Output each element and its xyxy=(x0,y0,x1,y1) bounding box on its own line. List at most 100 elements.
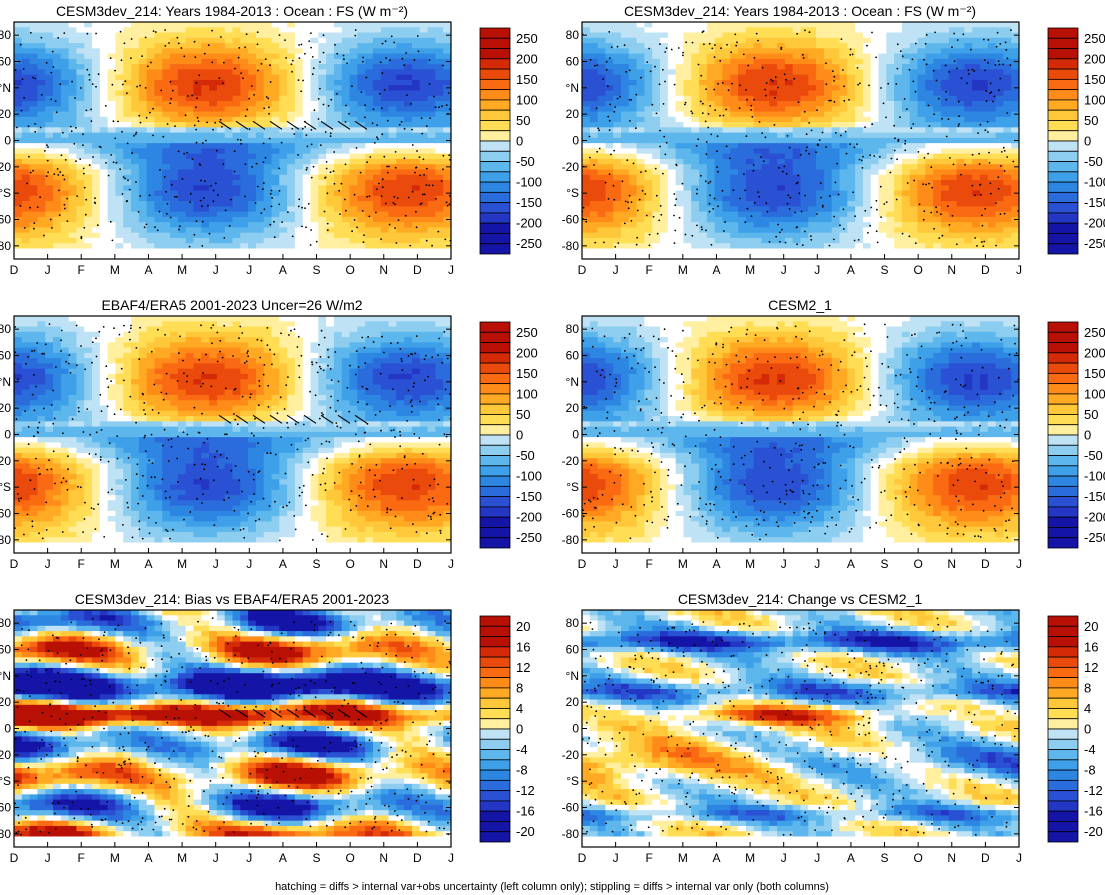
field-cell xyxy=(761,185,770,192)
field-cell xyxy=(349,27,358,34)
field-cell xyxy=(660,237,669,244)
field-cell xyxy=(60,211,70,218)
field-cell xyxy=(318,169,327,176)
stipple-dot xyxy=(176,36,179,39)
field-cell xyxy=(886,95,895,102)
field-cell xyxy=(761,243,770,250)
field-cell xyxy=(435,106,444,113)
field-cell xyxy=(823,111,833,118)
field-cell xyxy=(714,137,724,144)
field-cell xyxy=(644,95,653,102)
field-cell xyxy=(263,22,273,28)
field-cell xyxy=(68,79,78,86)
field-cell xyxy=(847,169,856,176)
field-cell xyxy=(730,27,739,34)
field-cell xyxy=(769,22,778,28)
field-cell xyxy=(652,32,661,39)
field-cell xyxy=(878,32,887,39)
field-cell xyxy=(722,32,731,39)
field-cell xyxy=(60,185,70,192)
stipple-dot xyxy=(268,106,270,109)
field-cell xyxy=(761,106,770,113)
field-cell xyxy=(396,169,405,176)
field-cell xyxy=(84,190,93,197)
field-cell xyxy=(769,48,778,55)
field-cell xyxy=(582,248,591,255)
field-cell xyxy=(870,58,880,65)
field-cell xyxy=(388,158,397,165)
colorbar-swatch xyxy=(479,78,511,91)
field-cell xyxy=(53,58,62,65)
field-cell xyxy=(224,243,234,250)
field-cell xyxy=(372,222,382,228)
field-cell xyxy=(201,237,210,244)
field-cell xyxy=(68,69,78,76)
field-cell xyxy=(201,148,210,155)
field-cell xyxy=(255,201,265,207)
field-cell xyxy=(240,90,249,97)
stipple-dot xyxy=(300,43,303,46)
field-cell xyxy=(894,43,903,49)
field-cell xyxy=(263,85,273,92)
field-cell xyxy=(14,248,23,255)
field-cell xyxy=(847,201,856,207)
field-cell xyxy=(636,174,646,181)
field-cell xyxy=(185,111,195,118)
field-cell xyxy=(123,158,132,165)
colorbar-label: 100 xyxy=(516,92,538,107)
stipple-dot xyxy=(342,54,345,57)
field-cell xyxy=(146,27,156,34)
stipple-dot xyxy=(114,137,117,140)
field-cell xyxy=(894,53,903,60)
field-cell xyxy=(154,48,163,55)
field-cell xyxy=(582,148,591,155)
field-cell xyxy=(349,85,358,92)
field-cell xyxy=(21,158,31,165)
field-cell xyxy=(372,211,382,218)
field-cell xyxy=(37,95,46,102)
stipple-dot xyxy=(310,176,313,179)
field-cell xyxy=(847,85,856,92)
field-cell xyxy=(357,143,366,149)
field-cell xyxy=(318,148,327,155)
field-cell xyxy=(427,43,436,49)
field-cell xyxy=(597,53,607,60)
field-cell xyxy=(255,180,265,186)
stipple-dot xyxy=(297,205,300,208)
field-cell xyxy=(582,174,591,181)
field-cell xyxy=(816,43,825,49)
field-cell xyxy=(427,211,436,218)
field-cell xyxy=(435,185,444,192)
field-cell xyxy=(894,85,903,92)
field-cell xyxy=(769,74,778,81)
field-cell xyxy=(302,127,312,134)
field-cell xyxy=(99,227,109,234)
field-cell xyxy=(605,85,614,92)
field-cell xyxy=(21,58,31,65)
stipple-dot xyxy=(188,245,191,248)
field-cell xyxy=(201,216,210,223)
field-cell xyxy=(333,64,343,70)
field-cell xyxy=(706,180,716,186)
field-cell xyxy=(816,58,825,65)
field-cell xyxy=(76,153,85,160)
field-cell xyxy=(29,195,39,202)
field-cell xyxy=(21,111,31,118)
field-cell xyxy=(248,122,257,128)
field-cell xyxy=(831,37,841,44)
field-cell xyxy=(185,127,195,134)
stipple-dot xyxy=(195,141,198,144)
field-cell xyxy=(365,79,374,86)
field-cell xyxy=(753,190,763,197)
field-cell xyxy=(240,180,249,186)
field-cell xyxy=(365,22,374,28)
stipple-dot xyxy=(175,195,178,198)
field-cell xyxy=(177,169,187,176)
field-cell xyxy=(294,185,304,192)
field-cell xyxy=(123,74,132,81)
field-cell xyxy=(326,64,335,70)
field-cell xyxy=(683,132,692,139)
field-cell xyxy=(870,69,880,76)
field-cell xyxy=(232,190,241,197)
field-cell xyxy=(68,211,78,218)
